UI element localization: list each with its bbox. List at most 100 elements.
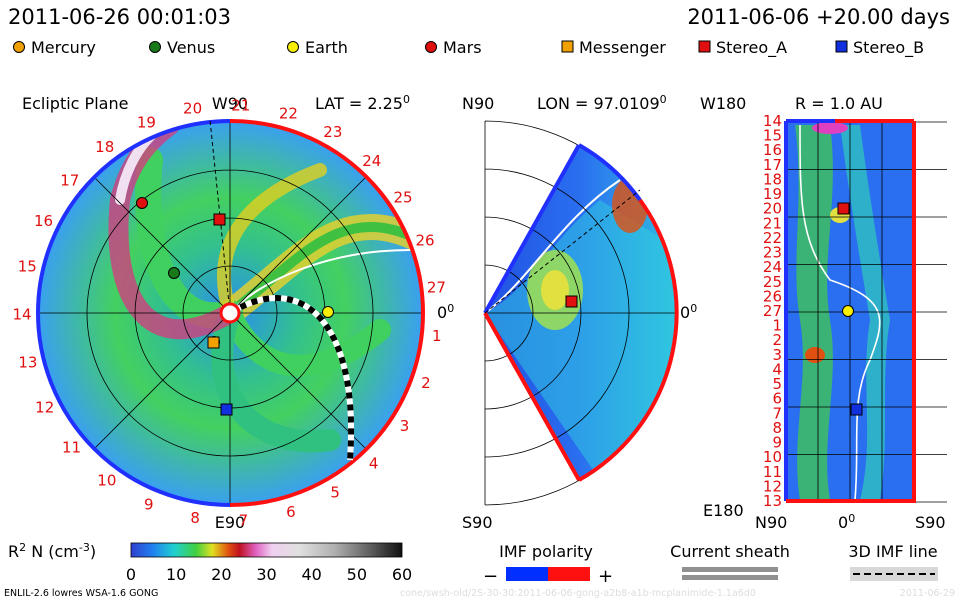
radial-row-label: 26 bbox=[763, 287, 782, 305]
radial-row-label: 10 bbox=[763, 448, 782, 466]
colorbar-tick: 20 bbox=[211, 565, 231, 584]
imf-positive-swatch bbox=[548, 567, 590, 581]
colorbar-scale bbox=[130, 542, 403, 558]
legend-marker bbox=[287, 41, 299, 53]
stereo-a-marker-meridional bbox=[565, 295, 578, 308]
colorbar-tick: 60 bbox=[392, 565, 412, 584]
imf-polarity-legend: IMF polarity − + bbox=[483, 542, 613, 587]
radial-row-label: 11 bbox=[763, 463, 782, 481]
current-sheath-title: Current sheath bbox=[670, 542, 790, 561]
radial-r-label: R = 1.0 AU bbox=[795, 94, 883, 113]
earth-marker-radial bbox=[842, 305, 854, 317]
radial-row-label: 23 bbox=[763, 244, 782, 262]
stereo-a-marker bbox=[213, 213, 226, 226]
radial-top-left-label: W180 bbox=[700, 94, 746, 113]
carrington-label: 10 bbox=[97, 472, 116, 490]
radial-row-label: 3 bbox=[772, 346, 782, 364]
lat-label: LAT = 2.250 bbox=[315, 93, 410, 113]
carrington-label: 27 bbox=[427, 279, 446, 297]
colorbar-tick: 40 bbox=[301, 565, 321, 584]
ecliptic-rim-positive bbox=[229, 118, 426, 508]
ecliptic-right-label: 00 bbox=[437, 302, 454, 322]
imf-minus: − bbox=[483, 566, 498, 587]
legend-label: Earth bbox=[305, 38, 348, 57]
radial-row-label: 27 bbox=[763, 302, 782, 320]
legend-item-mercury: Mercury bbox=[13, 38, 96, 57]
ecliptic-top-label: W90 bbox=[212, 94, 248, 113]
ecliptic-bottom-label: E90 bbox=[215, 513, 245, 532]
carrington-label: 16 bbox=[34, 212, 53, 230]
radial-row-label: 21 bbox=[763, 214, 782, 232]
ecliptic-panel: Ecliptic Plane W90 LAT = 2.250 00 E90 12… bbox=[12, 93, 454, 532]
earth-marker bbox=[322, 306, 334, 318]
carrington-label: 1 bbox=[432, 327, 442, 345]
radial-row-label: 25 bbox=[763, 273, 782, 291]
colorbar-tick: 50 bbox=[347, 565, 367, 584]
date-right: 2011-06-29 bbox=[900, 588, 955, 599]
radial-row-label: 20 bbox=[763, 200, 782, 218]
radial-row-label: 24 bbox=[763, 258, 782, 276]
legend-marker bbox=[149, 41, 161, 53]
radial-row-label: 17 bbox=[763, 156, 782, 174]
radial-row-label: 4 bbox=[772, 360, 782, 378]
imf-line-swatch bbox=[850, 567, 938, 581]
radial-row-label: 18 bbox=[763, 170, 782, 188]
carrington-label: 13 bbox=[18, 353, 37, 371]
meridional-bottom-label: S90 bbox=[462, 513, 493, 532]
carrington-label: 17 bbox=[60, 171, 79, 189]
radial-row-label: 9 bbox=[772, 434, 782, 452]
colorbar-tick: 30 bbox=[256, 565, 276, 584]
carrington-label: 9 bbox=[144, 496, 154, 514]
legend-item-earth: Earth bbox=[287, 38, 348, 57]
meridional-top-label: N90 bbox=[462, 94, 494, 113]
carrington-label: 8 bbox=[190, 509, 200, 527]
carrington-label: 22 bbox=[279, 104, 298, 122]
colorbar: R2 N (cm-3) 0 10 20 30 40 50 60 bbox=[8, 541, 412, 584]
timestamp: 2011-06-26 00:01:03 bbox=[8, 5, 231, 29]
radial-xlabel-mid: 00 bbox=[838, 512, 855, 532]
colorbar-tick: 0 bbox=[126, 565, 136, 584]
carrington-label: 25 bbox=[394, 189, 413, 207]
carrington-label: 2 bbox=[421, 374, 431, 392]
radial-xlabel-left: N90 bbox=[755, 513, 787, 532]
radial-row-label: 16 bbox=[763, 141, 782, 159]
stereo-b-marker bbox=[220, 403, 233, 416]
legend-label: Venus bbox=[167, 38, 215, 57]
legend-marker bbox=[13, 41, 25, 53]
stereo-a-direction bbox=[209, 119, 231, 314]
radial-row-label: 8 bbox=[772, 419, 782, 437]
current-sheath-swatch-2 bbox=[682, 575, 778, 580]
carrington-label: 3 bbox=[400, 417, 410, 435]
carrington-label: 18 bbox=[95, 138, 114, 156]
colorbar-ticks: 0 10 20 30 40 50 60 bbox=[126, 565, 412, 584]
legend-item-stereo-a: Stereo_A bbox=[698, 38, 787, 58]
radial-row-label: 14 bbox=[763, 112, 782, 130]
legend-item-venus: Venus bbox=[149, 38, 215, 57]
meridional-right-label: 00 bbox=[680, 302, 697, 322]
legend-marker bbox=[561, 40, 574, 53]
legend-label: Messenger bbox=[579, 38, 666, 57]
radial-row-label: 5 bbox=[772, 375, 782, 393]
legend-item-mars: Mars bbox=[425, 38, 482, 57]
mars-marker bbox=[136, 197, 148, 209]
lon-label: LON = 97.01090 bbox=[537, 93, 667, 113]
ecliptic-rim-negative bbox=[35, 119, 231, 507]
carrington-label: 19 bbox=[137, 114, 156, 132]
radial-row-labels: 1415161718192021222324252627123456789101… bbox=[763, 112, 782, 510]
imf-plus: + bbox=[598, 566, 613, 587]
messenger-marker bbox=[207, 336, 220, 349]
legend-item-messenger: Messenger bbox=[561, 38, 666, 57]
carrington-label: 6 bbox=[286, 503, 296, 521]
radial-bottom-left-label: E180 bbox=[703, 501, 744, 520]
radial-row-label: 13 bbox=[763, 492, 782, 510]
radial-row-label: 1 bbox=[772, 317, 782, 335]
current-sheath-legend: Current sheath bbox=[670, 542, 790, 580]
legend-marker bbox=[425, 41, 437, 53]
imf-negative-swatch bbox=[506, 567, 548, 581]
legend-label: Mercury bbox=[31, 38, 96, 57]
sun-marker bbox=[219, 302, 241, 324]
radial-row-label: 2 bbox=[772, 331, 782, 349]
carrington-label: 4 bbox=[369, 454, 379, 472]
